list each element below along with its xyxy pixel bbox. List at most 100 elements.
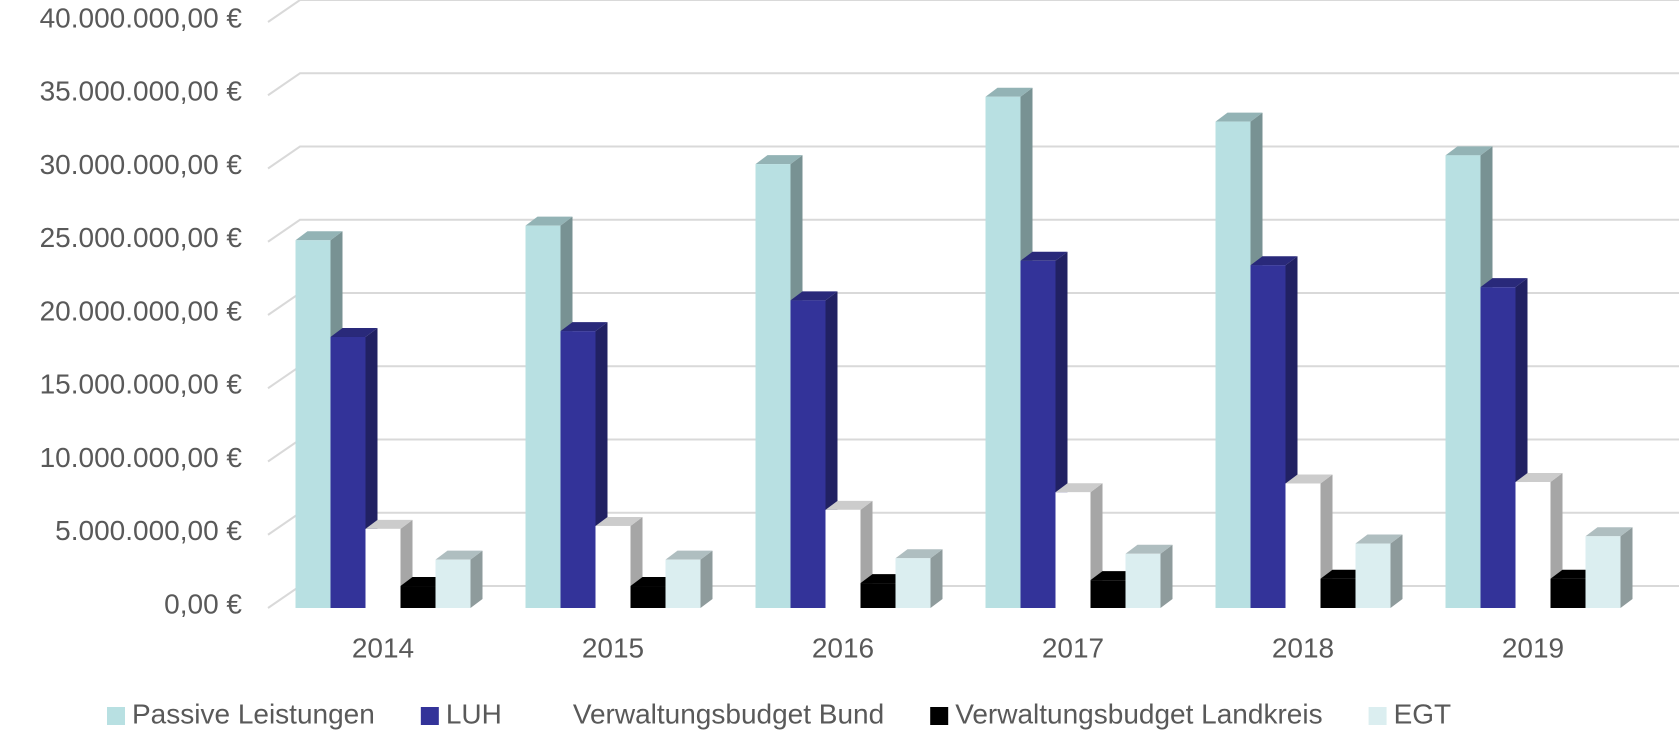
bar-front (365, 528, 401, 608)
legend-label: Verwaltungsbudget Landkreis (955, 698, 1322, 729)
legend-swatch (1368, 707, 1387, 725)
bar-front (790, 300, 826, 608)
bar (1515, 473, 1563, 608)
bar (1355, 534, 1403, 608)
y-tick-label: 0,00 € (164, 588, 242, 619)
x-tick-label: 2014 (352, 632, 414, 663)
bar-front (895, 558, 931, 608)
bar-side (1160, 544, 1173, 608)
bar-front (1515, 482, 1551, 608)
bar-front (1250, 265, 1286, 608)
bar (560, 322, 608, 608)
legend-label: EGT (1394, 698, 1452, 729)
y-tick-label: 25.000.000,00 € (40, 222, 243, 253)
bar-front (1090, 580, 1126, 608)
bar (665, 550, 713, 608)
bar-side (1390, 534, 1403, 608)
bar-front (630, 586, 666, 608)
bar-top (665, 550, 713, 560)
bar (1055, 483, 1103, 608)
bar-top (755, 155, 803, 165)
bar-top (1585, 527, 1633, 537)
legend-item: EGT (1368, 698, 1452, 729)
bar-front (330, 336, 366, 608)
y-tick-label: 15.000.000,00 € (40, 369, 243, 400)
bar (1125, 544, 1173, 608)
bar-top (790, 291, 838, 301)
bar-top (1020, 251, 1068, 261)
bar-side (930, 549, 943, 608)
bar-top (985, 87, 1033, 97)
bar-top (1355, 534, 1403, 544)
bar-front (560, 331, 596, 608)
bar-front (1285, 483, 1321, 608)
bar-front (1550, 578, 1586, 608)
bar-top (1055, 483, 1103, 493)
bar (525, 216, 573, 608)
bar-front (595, 525, 631, 608)
bar-top (1480, 278, 1528, 288)
bar-top (1285, 474, 1333, 484)
bar-top (365, 519, 413, 529)
bar-front (525, 225, 561, 608)
bar-top (595, 516, 643, 526)
bar-front (1445, 155, 1481, 608)
legend-swatch (930, 707, 949, 725)
bar-front (1320, 578, 1356, 608)
bar (435, 550, 483, 608)
bar-top (295, 231, 343, 241)
bar-front (860, 583, 896, 608)
bar-top (895, 549, 943, 559)
x-tick-label: 2016 (812, 632, 874, 663)
bar-front (755, 164, 791, 609)
y-tick-label: 5.000.000,00 € (55, 515, 242, 546)
bar-front (1215, 121, 1251, 609)
bar-front (1585, 536, 1621, 608)
y-tick-label: 10.000.000,00 € (40, 442, 243, 473)
bar-front (1055, 492, 1091, 608)
bar-top (525, 216, 573, 226)
y-tick-label: 30.000.000,00 € (40, 149, 243, 180)
bar-front (665, 559, 701, 608)
bar-top (1215, 112, 1263, 122)
y-tick-label: 20.000.000,00 € (40, 295, 243, 326)
legend-swatch (107, 707, 125, 725)
bar-front (825, 509, 861, 608)
legend-item: Passive Leistungen (107, 698, 375, 729)
bar-front (1480, 287, 1516, 608)
bar-top (1250, 256, 1298, 266)
bar-front (400, 586, 436, 608)
bar-front (1355, 543, 1391, 608)
bar-side (1620, 527, 1633, 608)
legend-item: LUH (420, 698, 502, 729)
bar (895, 549, 943, 608)
bar (1585, 527, 1633, 608)
bar-top (1445, 146, 1493, 156)
bar-side (470, 550, 483, 608)
legend-item: Verwaltungsbudget Landkreis (930, 698, 1323, 729)
bar-top (1125, 544, 1173, 554)
bar-front (1125, 553, 1161, 608)
legend-swatch (547, 707, 566, 725)
legend-swatch (420, 707, 439, 725)
legend-label: Verwaltungsbudget Bund (573, 698, 884, 729)
bar-top (435, 550, 483, 560)
legend-label: LUH (446, 698, 502, 729)
legend-label: Passive Leistungen (132, 698, 375, 729)
y-tick-label: 40.000.000,00 € (40, 2, 243, 33)
bar-side (700, 550, 713, 608)
y-tick-label: 35.000.000,00 € (40, 76, 243, 107)
bar-front (1020, 260, 1056, 608)
bar-top (560, 322, 608, 332)
x-tick-label: 2019 (1502, 632, 1564, 663)
x-tick-label: 2018 (1272, 632, 1334, 663)
bar-top (825, 500, 873, 510)
x-tick-label: 2017 (1042, 632, 1104, 663)
x-tick-label: 2015 (582, 632, 644, 663)
grid-line (267, 0, 1679, 23)
bar-top (1515, 473, 1563, 483)
bar-front (295, 240, 331, 608)
grid-line (267, 72, 1679, 97)
bar-front (435, 559, 471, 608)
